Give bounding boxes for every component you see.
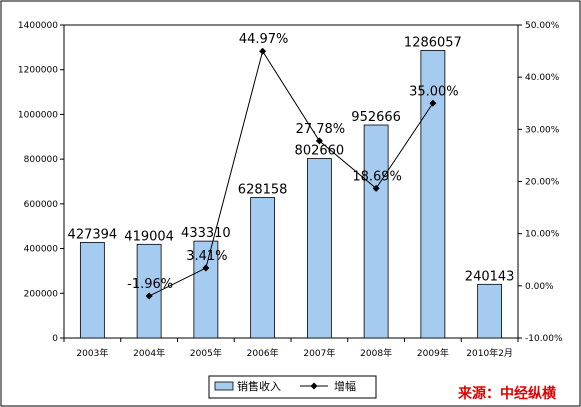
y-left-tick-label: 400000 bbox=[24, 245, 59, 255]
x-tick-label: 2006年 bbox=[247, 347, 279, 359]
growth-data-label: 35.00% bbox=[409, 84, 459, 99]
growth-point bbox=[259, 47, 267, 55]
legend-label-bar: 销售收入 bbox=[237, 379, 281, 393]
bar-data-label: 433310 bbox=[181, 226, 231, 241]
growth-data-label: 18.69% bbox=[352, 169, 402, 184]
growth-data-label: -1.96% bbox=[127, 277, 173, 292]
growth-line bbox=[148, 50, 434, 297]
plot-area: 0 200000 400000 600000 800000 1000000 1200000 1… bbox=[18, 21, 563, 359]
bar-data-label: 419004 bbox=[124, 229, 174, 244]
growth-data-label: 27.78% bbox=[296, 122, 346, 137]
x-tick-label: 2009年 bbox=[417, 347, 449, 359]
y-right-tick-label: -10.00% bbox=[525, 334, 563, 344]
legend-swatch-bar bbox=[214, 381, 234, 391]
bar-data-label: 628158 bbox=[238, 183, 288, 198]
bar-data-label: 240143 bbox=[465, 269, 515, 284]
bar bbox=[250, 197, 276, 339]
x-tick-label: 2004年 bbox=[133, 347, 165, 359]
bar-data-label: 1286057 bbox=[404, 35, 462, 50]
y-left-tick-label: 600000 bbox=[24, 200, 59, 210]
legend-box bbox=[208, 375, 377, 399]
bar bbox=[363, 124, 389, 339]
y-left-tick-label: 1400000 bbox=[18, 21, 58, 31]
bar bbox=[79, 242, 105, 339]
bar-data-label: 427394 bbox=[68, 227, 118, 242]
growth-data-label: 44.97% bbox=[239, 32, 289, 47]
legend-label-line: 增幅 bbox=[334, 379, 356, 393]
bar bbox=[477, 283, 503, 339]
source-note: 来源：中经纵横 bbox=[457, 385, 557, 402]
y-left-tick-label: 800000 bbox=[24, 155, 59, 165]
growth-point bbox=[202, 264, 210, 272]
y-right-tick-label: 20.00% bbox=[525, 178, 560, 188]
bar-data-label: 952666 bbox=[351, 110, 401, 125]
bar bbox=[420, 50, 446, 339]
growth-point bbox=[145, 292, 153, 300]
x-tick-label: 2010年2月 bbox=[466, 347, 513, 359]
y-left-tick-label: 200000 bbox=[24, 289, 59, 299]
x-tick-label: 2008年 bbox=[360, 347, 392, 359]
y-left-tick-label: 1200000 bbox=[18, 66, 58, 76]
growth-data-label: 3.41% bbox=[186, 249, 227, 264]
y-right-tick-label: 30.00% bbox=[525, 125, 560, 135]
y-right-tick-label: 10.00% bbox=[525, 230, 560, 240]
y-left-tick-label: 0 bbox=[52, 334, 58, 344]
y-right-tick-label: 40.00% bbox=[525, 73, 560, 83]
legend: 销售收入 增幅 bbox=[208, 375, 377, 399]
y-left-tick-label: 1000000 bbox=[18, 110, 58, 120]
growth-point bbox=[315, 137, 323, 145]
bar bbox=[193, 240, 219, 339]
growth-point bbox=[372, 184, 380, 192]
x-tick-label: 2007年 bbox=[303, 347, 335, 359]
y-right-tick-label: 50.00% bbox=[525, 21, 560, 31]
bar bbox=[136, 243, 162, 339]
x-tick-label: 2003年 bbox=[76, 347, 108, 359]
growth-point bbox=[429, 99, 437, 107]
bar-data-label: 802660 bbox=[295, 144, 345, 159]
legend-swatch-marker bbox=[310, 382, 318, 390]
x-tick-label: 2005年 bbox=[190, 347, 222, 359]
y-right-tick-label: 0.00% bbox=[525, 282, 554, 292]
bar bbox=[306, 158, 332, 339]
